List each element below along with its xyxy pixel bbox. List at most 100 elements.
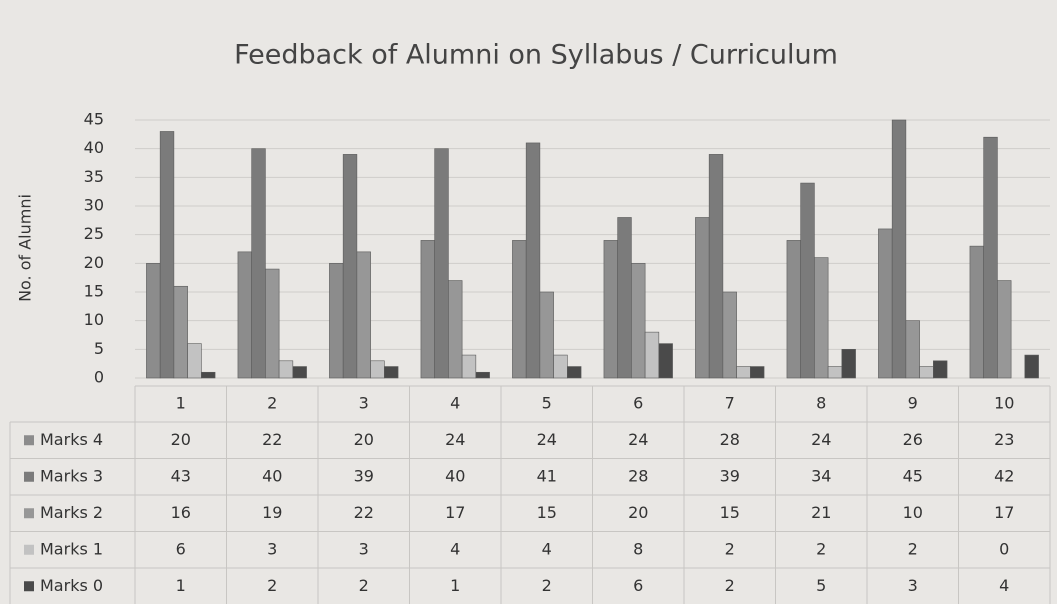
- bar: [708, 154, 724, 379]
- bar: [644, 331, 660, 379]
- legend-swatch: [24, 581, 34, 592]
- legend-label: Marks 4: [40, 430, 103, 449]
- table-value: 2: [725, 576, 735, 595]
- x-tick-label: 8: [816, 394, 826, 413]
- bar: [512, 240, 527, 379]
- bar: [525, 142, 541, 379]
- legend-label: Marks 1: [40, 539, 103, 558]
- x-tick-label: 6: [633, 394, 643, 413]
- bar: [919, 366, 934, 379]
- legend-label: Marks 2: [40, 503, 103, 522]
- bar: [827, 366, 843, 379]
- table-value: 0: [999, 539, 1009, 558]
- table-value: 3: [359, 539, 369, 558]
- table-value: 28: [628, 466, 648, 485]
- table-value: 20: [628, 503, 648, 522]
- table-value: 42: [994, 466, 1014, 485]
- table-value: 10: [903, 503, 923, 522]
- table-value: 3: [908, 576, 918, 595]
- y-tick-label: 30: [84, 196, 104, 215]
- legend-swatch: [24, 508, 34, 519]
- table-value: 1: [176, 576, 186, 595]
- table-value: 23: [994, 430, 1014, 449]
- table-value: 4: [450, 539, 460, 558]
- table-value: 4: [999, 576, 1009, 595]
- table-value: 2: [542, 576, 552, 595]
- bar: [617, 217, 632, 379]
- y-tick-label: 35: [84, 167, 104, 186]
- bar: [461, 354, 477, 379]
- bar: [786, 240, 801, 379]
- bar: [983, 136, 998, 379]
- bar: [891, 119, 907, 379]
- y-axis-label: No. of Alumni: [16, 194, 35, 302]
- bar: [475, 371, 490, 379]
- y-tick-label: 45: [84, 110, 104, 129]
- bar: [631, 263, 646, 379]
- bar: [384, 366, 399, 379]
- bar: [800, 182, 815, 379]
- table-value: 6: [633, 576, 643, 595]
- bar: [292, 366, 307, 379]
- table-value: 1: [450, 576, 460, 595]
- table-value: 2: [267, 576, 277, 595]
- bar: [553, 354, 568, 379]
- x-tick-label: 1: [176, 394, 186, 413]
- bar: [969, 245, 984, 379]
- table-value: 24: [445, 430, 465, 449]
- legend-swatch: [24, 544, 34, 555]
- bar: [603, 240, 618, 379]
- legend-swatch: [24, 471, 34, 482]
- x-tick-label: 3: [359, 394, 369, 413]
- bar: [237, 251, 252, 379]
- bar: [159, 131, 175, 379]
- table-value: 41: [537, 466, 557, 485]
- legend-swatch: [24, 435, 34, 446]
- table-value: 16: [171, 503, 191, 522]
- table-value: 45: [903, 466, 923, 485]
- bar: [567, 366, 582, 379]
- y-tick-label: 5: [94, 339, 104, 358]
- bar: [420, 240, 435, 379]
- table-value: 15: [537, 503, 557, 522]
- table-value: 15: [720, 503, 740, 522]
- table-value: 40: [262, 466, 282, 485]
- y-tick-label: 40: [84, 138, 104, 157]
- table-value: 20: [171, 430, 191, 449]
- table-value: 6: [176, 539, 186, 558]
- y-tick-label: 20: [84, 253, 104, 272]
- table-value: 20: [354, 430, 374, 449]
- bar: [695, 217, 710, 379]
- bar: [1024, 354, 1039, 379]
- bar: [146, 263, 161, 379]
- bar: [329, 263, 344, 379]
- bar: [265, 268, 280, 379]
- bar: [342, 154, 358, 379]
- table-value: 24: [628, 430, 648, 449]
- x-tick-label: 7: [725, 394, 735, 413]
- bar: [187, 343, 202, 379]
- bar: [841, 349, 856, 379]
- bar: [750, 366, 765, 379]
- y-tick-label: 0: [94, 368, 104, 387]
- y-tick-label: 25: [84, 224, 104, 243]
- table-value: 17: [445, 503, 465, 522]
- bar: [722, 291, 737, 379]
- table-value: 2: [725, 539, 735, 558]
- bar: [878, 228, 893, 379]
- bar: [448, 280, 463, 379]
- table-value: 43: [171, 466, 191, 485]
- chart-title: Feedback of Alumni on Syllabus / Curricu…: [234, 40, 838, 71]
- legend-label: Marks 0: [40, 576, 103, 595]
- table-value: 21: [811, 503, 831, 522]
- table-value: 3: [267, 539, 277, 558]
- bar: [251, 148, 266, 379]
- bar: [434, 148, 449, 379]
- table-value: 8: [633, 539, 643, 558]
- bar: [356, 251, 371, 379]
- table-value: 40: [445, 466, 465, 485]
- bar: [658, 343, 673, 379]
- bar: [539, 291, 554, 379]
- table-value: 2: [908, 539, 918, 558]
